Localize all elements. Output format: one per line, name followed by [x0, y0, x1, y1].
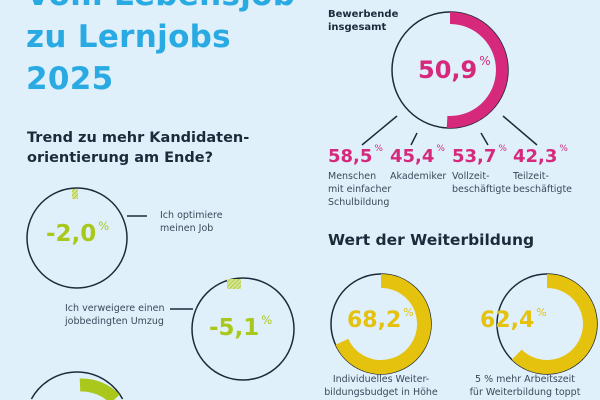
education-value-worktime: 62,4%: [480, 306, 547, 333]
connector-line: [480, 132, 489, 146]
applicant-group: 45,4% Akademiker: [390, 144, 447, 183]
ring-relocation: [191, 277, 295, 381]
trend-label-relocation: Ich verweigere einen jobbedingten Umzug: [65, 303, 165, 327]
applicant-group-label: Menschen mit einfacher Schulbildung: [328, 171, 392, 208]
education-label-worktime: 5 % mehr Arbeitszeit für Weiterbildung to…: [469, 374, 581, 398]
ring-relocation-mark: [227, 279, 241, 289]
applicant-group-label: Akademiker: [390, 171, 447, 182]
connector-line: [410, 132, 418, 146]
trend-heading: Trend zu mehr Kandidaten- orientierung a…: [27, 130, 250, 166]
applicant-group: 42,3% Teilzeit-beschäftigte: [513, 144, 573, 196]
trend-label-optimize: Ich optimiere meinen Job: [160, 210, 223, 234]
trend-value-optimize: -2,0%: [46, 219, 110, 247]
title-line-3: 2025: [26, 61, 114, 97]
applicant-group-label: Teilzeit-beschäftigte: [513, 171, 573, 195]
applicant-group: 53,7% Vollzeit-beschäftigte: [452, 144, 512, 196]
ring-budget-arc: [335, 274, 431, 374]
title-line-1: Vom Lebensjob: [26, 0, 295, 11]
applicant-group-value: 45,4%: [390, 144, 445, 167]
ring-worktime-arc: [511, 274, 597, 374]
education-label-budget: Individuelles Weiter-bildungsbudget in H…: [324, 374, 438, 398]
applicant-group-value: 42,3%: [513, 144, 568, 167]
applicant-group-label: Vollzeit-beschäftigte: [452, 171, 512, 195]
title-line-2: zu Lernjobs: [26, 19, 231, 55]
trend-value-relocation: -5,1%: [209, 313, 273, 341]
education-heading: Wert der Weiterbildung: [328, 231, 535, 249]
applicant-group-value: 53,7%: [452, 144, 507, 167]
ring-optimize-mark: [72, 189, 78, 199]
ring-applicants-arc: [446, 12, 508, 128]
applicant-group: 58,5% Menschen mit einfacher Schulbildung: [328, 144, 392, 209]
ring-third: [30, 371, 124, 400]
connector-line: [361, 115, 398, 146]
ring-third-arc: [79, 378, 120, 400]
applicants-total-value: 50,9%: [418, 54, 491, 84]
ring-optimize: [26, 187, 128, 289]
applicant-group-value: 58,5%: [328, 144, 383, 167]
applicants-heading: Bewerbende insgesamt: [328, 9, 399, 33]
connector-line: [502, 115, 538, 146]
education-value-budget: 68,2%: [347, 306, 414, 333]
